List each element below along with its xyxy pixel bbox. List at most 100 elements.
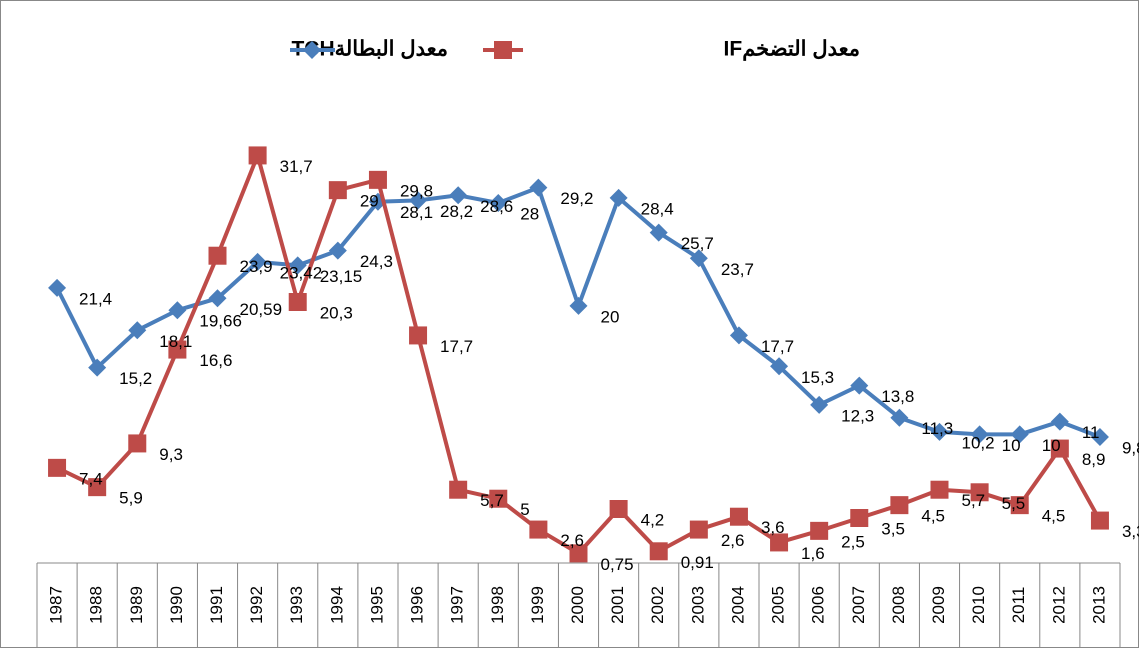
marker: [489, 489, 508, 508]
x-tick-label: 1987: [47, 586, 66, 624]
marker: [409, 326, 428, 345]
x-tick-label: 2004: [728, 586, 747, 624]
x-tick-label: 2005: [769, 586, 788, 624]
data-label: 29,2: [560, 189, 593, 208]
data-label: 28,6: [480, 197, 513, 216]
data-label: 29,8: [400, 181, 433, 200]
x-tick-label: 1991: [207, 586, 226, 624]
marker: [168, 340, 187, 359]
data-label: 23,7: [721, 260, 754, 279]
marker: [128, 321, 147, 340]
data-label: 9,3: [159, 445, 183, 464]
x-tick-label: 2013: [1089, 586, 1108, 624]
legend-marker: [494, 41, 512, 59]
data-label: 24,3: [360, 252, 393, 271]
x-tick-label: 1988: [87, 586, 106, 624]
data-label: 4,2: [641, 510, 665, 529]
x-tick-label: 2003: [688, 586, 707, 624]
x-tick-label: 2008: [889, 586, 908, 624]
legend-marker: [303, 41, 321, 59]
x-tick-label: 2009: [929, 586, 948, 624]
x-tick-label: 1992: [247, 586, 266, 624]
data-label: 2,6: [560, 531, 584, 550]
marker: [1090, 428, 1109, 446]
x-tick-label: 2000: [568, 586, 587, 624]
data-label: 9,8: [1122, 438, 1139, 457]
data-label: 3,5: [881, 519, 905, 538]
marker: [1090, 511, 1109, 530]
data-label: 5,7: [480, 491, 504, 510]
data-label: 5,7: [962, 491, 986, 510]
x-tick-label: 1995: [367, 586, 386, 624]
data-label: 21,4: [79, 289, 112, 308]
data-label: 2,6: [721, 531, 745, 550]
marker: [850, 509, 869, 527]
marker: [890, 408, 909, 427]
data-label: 10: [1042, 436, 1061, 455]
marker: [208, 289, 227, 308]
data-label: 29: [360, 192, 379, 211]
marker: [368, 170, 387, 189]
marker: [890, 496, 909, 515]
marker: [449, 186, 468, 205]
data-label: 10,2: [962, 433, 995, 452]
data-label: 15,2: [119, 369, 152, 388]
data-label: 0,91: [681, 553, 714, 572]
data-label: 5,9: [119, 489, 143, 508]
x-tick-label: 1998: [488, 586, 507, 624]
marker: [88, 358, 107, 377]
data-label: 17,7: [761, 337, 794, 356]
marker: [729, 507, 748, 526]
data-label: 17,7: [440, 337, 473, 356]
marker: [529, 178, 548, 197]
data-label: 3,6: [761, 518, 785, 537]
data-label: 11,3: [921, 419, 953, 438]
x-tick-label: 1993: [287, 586, 306, 624]
data-label: 31,7: [280, 157, 313, 176]
marker: [489, 194, 508, 212]
marker: [409, 191, 428, 210]
marker: [48, 278, 67, 297]
legend-label: معدل التضخمIF: [724, 38, 860, 62]
marker: [609, 188, 628, 207]
data-label: 28,2: [440, 202, 473, 221]
x-tick-label: 1996: [408, 586, 427, 624]
x-tick-label: 2002: [648, 586, 667, 624]
data-label: 15,3: [801, 368, 834, 387]
data-label: 4,5: [1042, 507, 1066, 526]
marker: [649, 542, 668, 561]
marker: [850, 376, 869, 395]
marker: [770, 533, 789, 552]
marker: [1050, 412, 1069, 431]
marker: [88, 478, 107, 497]
data-label: 18,1: [159, 332, 192, 351]
x-tick-label: 1994: [327, 586, 346, 624]
data-label: 3,3: [1122, 522, 1139, 541]
marker: [1010, 496, 1029, 515]
x-tick-label: 1999: [528, 586, 547, 624]
marker: [770, 357, 789, 376]
marker: [930, 422, 949, 441]
marker: [529, 520, 548, 539]
marker: [248, 146, 267, 165]
marker: [288, 293, 307, 311]
data-label: 13,8: [881, 387, 914, 406]
data-label: 28: [520, 204, 539, 223]
marker: [609, 500, 628, 518]
data-label: 19,66: [199, 312, 242, 331]
data-label: 10: [1002, 436, 1021, 455]
data-label: 20: [601, 307, 620, 326]
x-tick-label: 2001: [608, 586, 627, 624]
data-label: 2,5: [841, 532, 865, 551]
data-label: 12,3: [841, 406, 874, 425]
data-label: 8,9: [1082, 450, 1106, 469]
x-tick-label: 2010: [969, 586, 988, 624]
data-label: 28,1: [400, 203, 433, 222]
marker: [810, 395, 829, 414]
marker: [930, 480, 949, 499]
data-label: 0,75: [601, 555, 634, 574]
marker: [1050, 439, 1069, 458]
marker: [970, 483, 989, 502]
data-label: 16,6: [199, 351, 232, 370]
